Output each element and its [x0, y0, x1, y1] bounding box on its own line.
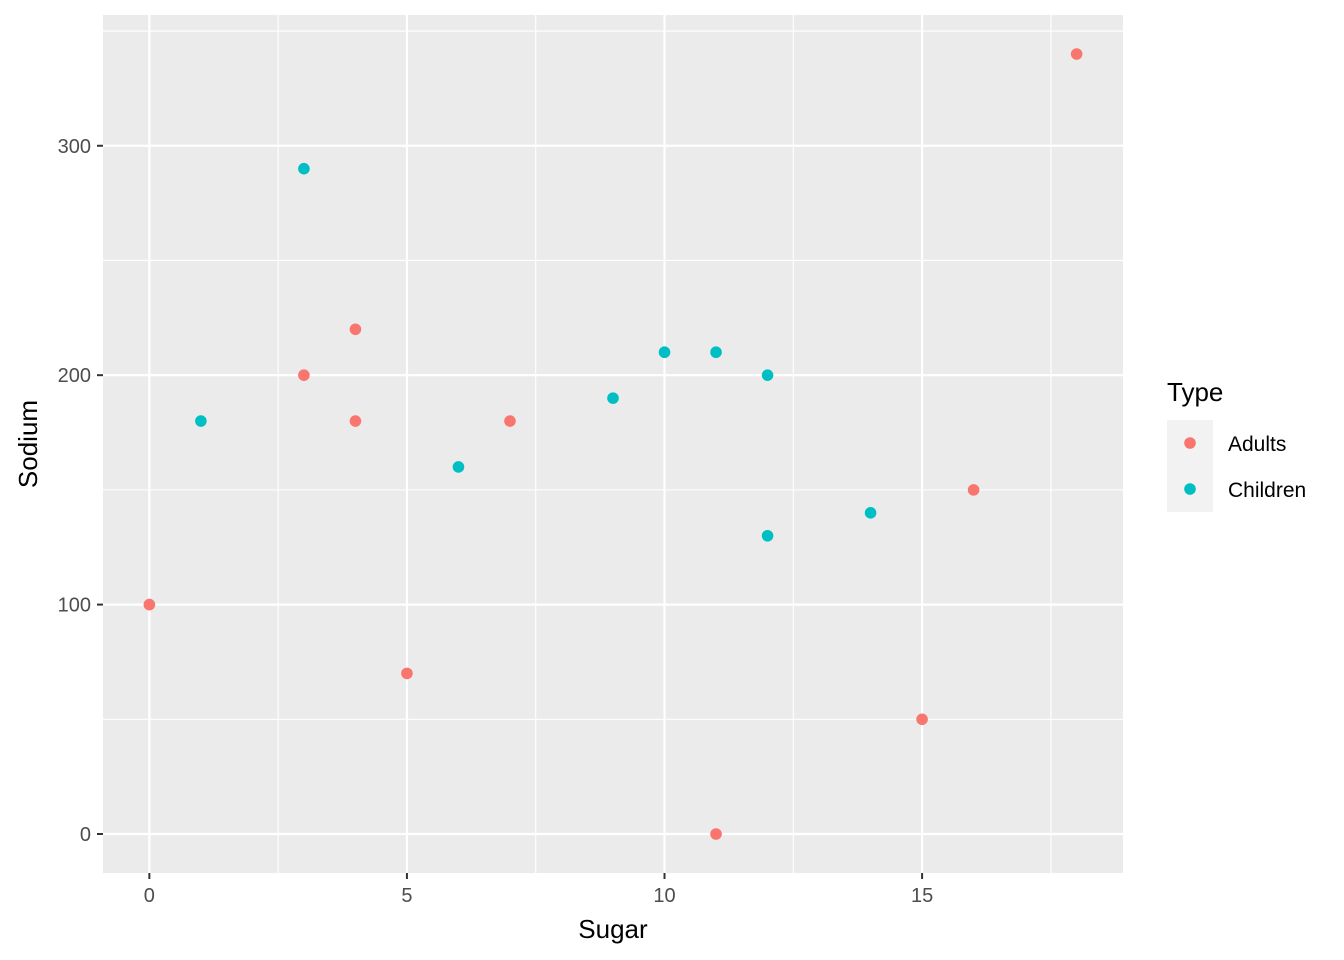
y-tick-label: 200	[58, 365, 91, 387]
y-axis: 0 100 200 300	[58, 136, 103, 846]
data-point-children	[658, 346, 671, 359]
y-tick-label: 300	[58, 136, 91, 158]
plot-panel	[103, 15, 1123, 873]
y-tick-label: 0	[80, 824, 91, 846]
x-axis-title: Sugar	[578, 914, 648, 944]
data-point-adults	[504, 415, 516, 427]
data-point-adults	[298, 369, 310, 381]
data-point-children	[452, 461, 465, 473]
x-axis: 0 5 10 15	[144, 873, 933, 907]
legend: Type Adults Children	[1167, 377, 1306, 512]
legend-label-adults: Adults	[1228, 433, 1286, 456]
data-point-children	[195, 415, 207, 427]
x-tick-label: 15	[911, 885, 933, 907]
legend-title: Type	[1167, 377, 1223, 407]
data-point-children	[761, 369, 774, 381]
data-point-adults	[349, 415, 362, 427]
x-tick-label: 0	[144, 885, 155, 907]
legend-key-children	[1184, 483, 1196, 495]
data-point-adults	[143, 598, 156, 611]
x-tick-label: 10	[653, 885, 675, 907]
data-point-adults	[349, 323, 362, 336]
data-point-children	[710, 346, 722, 359]
legend-key-adults	[1184, 437, 1196, 449]
data-point-adults	[916, 713, 928, 726]
legend-label-children: Children	[1228, 479, 1306, 502]
data-point-children	[761, 529, 774, 542]
x-tick-label: 5	[401, 885, 412, 907]
legend-key-background	[1167, 420, 1213, 512]
data-point-adults	[710, 828, 722, 840]
y-tick-label: 100	[58, 595, 91, 617]
minor-gridlines	[103, 15, 1123, 873]
data-point-children	[864, 507, 877, 519]
major-gridlines	[103, 15, 1123, 873]
data-point-adults	[1070, 48, 1083, 60]
data-point-adults	[401, 667, 413, 680]
data-points	[143, 48, 1083, 840]
data-point-children	[607, 392, 619, 404]
y-axis-title: Sodium	[13, 400, 43, 488]
data-point-children	[298, 162, 310, 175]
data-point-adults	[967, 484, 980, 496]
